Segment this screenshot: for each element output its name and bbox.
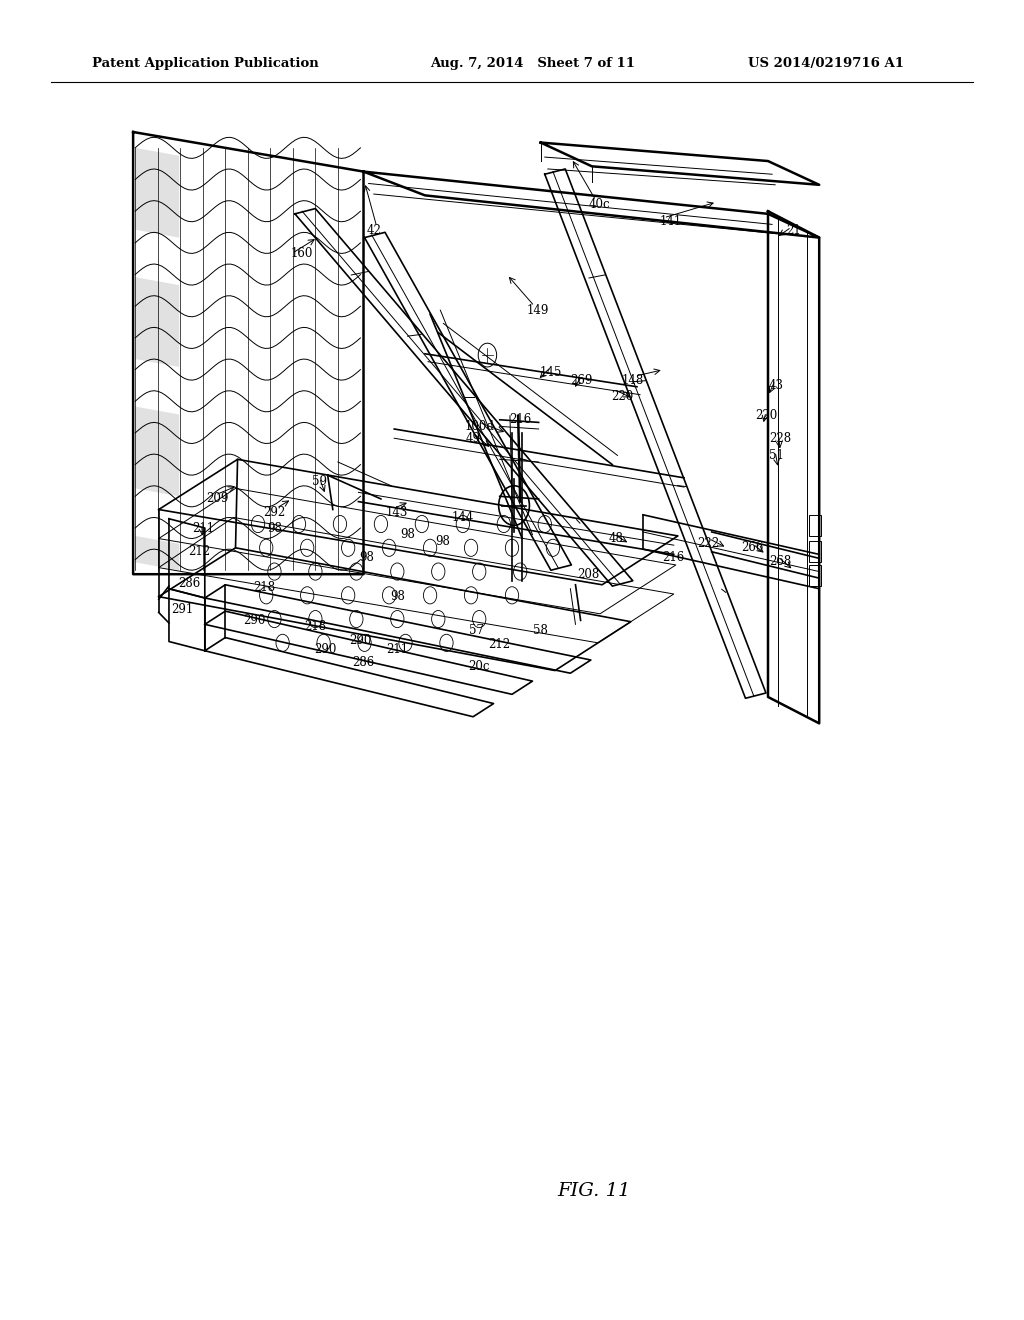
Text: 291: 291 (171, 603, 194, 616)
Polygon shape (135, 277, 179, 367)
Text: 218: 218 (253, 581, 275, 594)
Text: 43: 43 (769, 379, 783, 392)
Text: 211: 211 (386, 643, 409, 656)
Text: 208: 208 (578, 568, 600, 581)
Text: 42: 42 (367, 224, 381, 238)
Text: 212: 212 (488, 638, 511, 651)
Text: 20c: 20c (469, 660, 489, 673)
Text: 98: 98 (400, 528, 415, 541)
Text: 160: 160 (291, 247, 313, 260)
Text: 98: 98 (359, 550, 374, 564)
Text: 290: 290 (349, 634, 372, 647)
Text: 222: 222 (697, 537, 720, 550)
Text: US 2014/0219716 A1: US 2014/0219716 A1 (748, 57, 903, 70)
Text: 218: 218 (304, 620, 327, 634)
Text: 286: 286 (178, 577, 201, 590)
Text: 149: 149 (526, 304, 549, 317)
Bar (809, 541, 821, 562)
Text: 220: 220 (755, 409, 777, 422)
Text: 49: 49 (466, 432, 480, 445)
Text: Patent Application Publication: Patent Application Publication (92, 57, 318, 70)
Text: FIG. 11: FIG. 11 (557, 1181, 631, 1200)
Text: 98: 98 (267, 521, 282, 535)
Text: 51: 51 (769, 449, 783, 462)
Text: 145: 145 (540, 366, 562, 379)
Text: 100d: 100d (464, 420, 495, 433)
Text: Aug. 7, 2014   Sheet 7 of 11: Aug. 7, 2014 Sheet 7 of 11 (430, 57, 635, 70)
Text: 98: 98 (435, 535, 450, 548)
Text: 211: 211 (191, 521, 214, 535)
Text: 143: 143 (386, 506, 409, 519)
Text: 21: 21 (786, 224, 801, 238)
Text: 290: 290 (314, 643, 337, 656)
Text: 40c: 40c (588, 198, 610, 211)
Text: 144: 144 (452, 511, 474, 524)
Text: 212: 212 (188, 545, 211, 558)
Polygon shape (135, 407, 179, 496)
Text: 98: 98 (390, 590, 404, 603)
Text: 148: 148 (622, 374, 644, 387)
Text: 59: 59 (312, 475, 327, 488)
Text: 216: 216 (663, 550, 685, 564)
Text: 269: 269 (570, 374, 593, 387)
Bar (809, 565, 821, 586)
Polygon shape (135, 536, 179, 570)
Text: 57: 57 (469, 624, 483, 638)
Text: 290: 290 (243, 614, 265, 627)
Bar (809, 515, 821, 536)
Text: 268: 268 (769, 554, 792, 568)
Text: 286: 286 (352, 656, 375, 669)
Polygon shape (135, 148, 179, 238)
Text: 141: 141 (659, 215, 682, 228)
Text: 48: 48 (609, 532, 624, 545)
Text: 209: 209 (206, 492, 228, 506)
Text: 228: 228 (769, 432, 792, 445)
Text: 216: 216 (509, 413, 531, 426)
Text: 266: 266 (741, 541, 764, 554)
Text: 292: 292 (263, 506, 286, 519)
Text: 58: 58 (534, 624, 548, 638)
Text: 220: 220 (611, 389, 634, 403)
